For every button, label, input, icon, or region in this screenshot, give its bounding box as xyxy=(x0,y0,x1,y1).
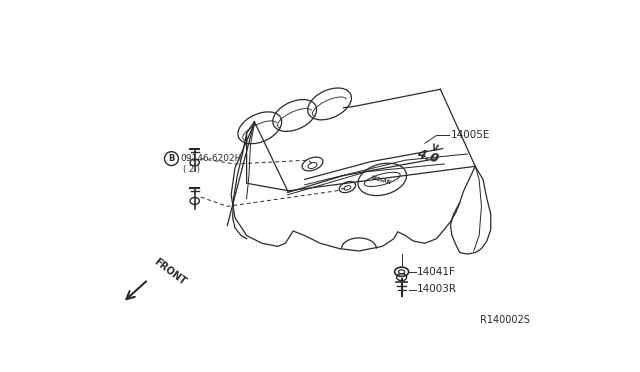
Text: FRONT: FRONT xyxy=(152,257,188,287)
Text: R140002S: R140002S xyxy=(479,315,529,325)
Text: 14005E: 14005E xyxy=(451,131,490,141)
Text: 14041F: 14041F xyxy=(417,267,456,277)
Text: ( 2 ): ( 2 ) xyxy=(183,165,200,174)
Text: 14003R: 14003R xyxy=(417,285,457,295)
Text: NISSAN: NISSAN xyxy=(370,175,392,185)
Text: B: B xyxy=(168,154,175,163)
Text: 4.0: 4.0 xyxy=(415,147,440,166)
Text: V: V xyxy=(431,143,439,154)
Text: 09146-6202H: 09146-6202H xyxy=(180,154,242,163)
